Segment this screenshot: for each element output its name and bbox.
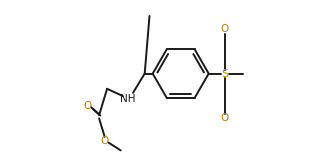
Text: O: O xyxy=(101,136,109,146)
Text: S: S xyxy=(221,69,228,79)
Text: O: O xyxy=(220,113,229,123)
Text: NH: NH xyxy=(120,94,136,104)
Text: O: O xyxy=(220,24,229,34)
Text: O: O xyxy=(83,101,91,111)
